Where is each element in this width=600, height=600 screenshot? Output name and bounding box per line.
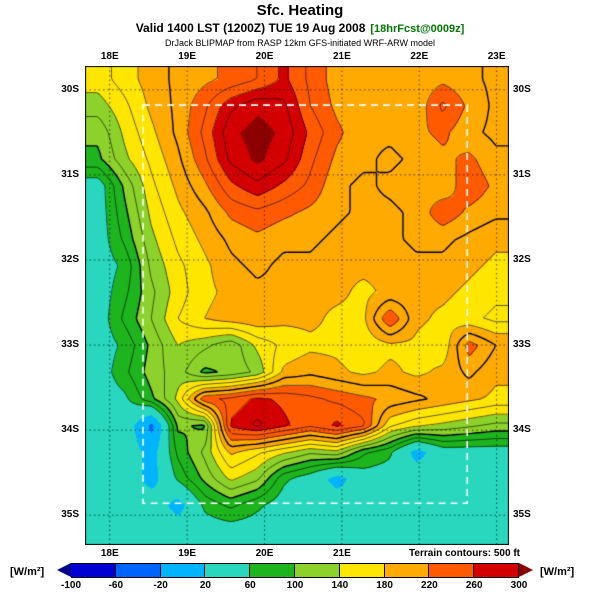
colorbar-tick-label: -60 bbox=[108, 580, 124, 591]
lon-axis-label-bottom: 18E bbox=[100, 548, 119, 559]
lon-axis-label-bottom: 21E bbox=[332, 548, 351, 559]
colorbar-segment bbox=[474, 563, 519, 578]
valid-time-line: Valid 1400 LST (1200Z) TUE 19 Aug 2008 [1… bbox=[0, 21, 600, 35]
lon-axis-label-top: 21E bbox=[332, 51, 351, 62]
colorbar-overflow-arrow bbox=[518, 563, 533, 577]
colorbar-segment bbox=[339, 563, 385, 578]
colorbar bbox=[57, 563, 533, 578]
colorbar-tick-label: 220 bbox=[421, 580, 438, 591]
colorbar-tick-label: 300 bbox=[510, 580, 528, 591]
terrain-contour-note: Terrain contours: 500 ft bbox=[409, 548, 520, 559]
lon-axis-label-bottom: 20E bbox=[255, 548, 274, 559]
lon-axis-label-bottom: 19E bbox=[178, 548, 197, 559]
colorbar-tick-label: 260 bbox=[465, 580, 483, 591]
lat-axis-label-right: 35S bbox=[513, 509, 531, 521]
colorbar-segment bbox=[294, 563, 340, 578]
colorbar-tick-label: 100 bbox=[286, 580, 304, 591]
lat-axis-label-right: 32S bbox=[513, 253, 531, 265]
colorbar-tick-label: -100 bbox=[60, 580, 81, 591]
model-credit-line: DrJack BLIPMAP from RASP 12km GFS-initia… bbox=[164, 38, 436, 48]
lat-axis-label-left: 33S bbox=[61, 339, 79, 351]
valid-time-text: Valid 1400 LST (1200Z) TUE 19 Aug 2008 bbox=[135, 21, 366, 35]
lon-axis-label-top: 23E bbox=[487, 51, 506, 62]
colorbar-segment bbox=[160, 563, 206, 578]
colorbar-segment bbox=[115, 563, 161, 578]
colorbar-segment bbox=[205, 563, 251, 578]
colorbar-tick-label: 20 bbox=[199, 580, 211, 591]
colorbar-segment bbox=[250, 563, 295, 578]
lat-axis-label-left: 32S bbox=[61, 253, 79, 265]
colorbar-tick-label: 60 bbox=[244, 580, 256, 591]
lat-axis-label-left: 31S bbox=[61, 168, 79, 180]
lon-axis-label-top: 19E bbox=[178, 51, 197, 62]
lat-axis-label-right: 33S bbox=[513, 339, 531, 351]
heating-map-canvas bbox=[85, 66, 509, 545]
colorbar-segment bbox=[384, 563, 430, 578]
lon-axis-label-top: 18E bbox=[100, 51, 119, 62]
lon-axis-label-top: 22E bbox=[410, 51, 429, 62]
lat-axis-label-right: 30S bbox=[513, 83, 531, 95]
forecast-tag: [18hrFcst@0009z] bbox=[370, 23, 465, 35]
lat-axis-label-right: 31S bbox=[513, 168, 531, 180]
units-label-right: [W/m²] bbox=[540, 566, 575, 578]
lat-axis-label-left: 34S bbox=[61, 424, 79, 436]
colorbar-tick-label: 140 bbox=[331, 580, 349, 591]
chart-title: Sfc. Heating bbox=[256, 2, 344, 19]
colorbar-tick-label: -20 bbox=[153, 580, 168, 591]
units-label-left: [W/m²] bbox=[10, 566, 45, 578]
colorbar-segment bbox=[429, 563, 475, 578]
colorbar-tick-label: 180 bbox=[376, 580, 393, 591]
lat-axis-label-left: 30S bbox=[61, 83, 79, 95]
lon-axis-label-top: 20E bbox=[255, 51, 274, 62]
colorbar-underflow-arrow bbox=[57, 563, 71, 577]
lat-axis-label-right: 34S bbox=[513, 424, 531, 436]
colorbar-segment bbox=[71, 563, 116, 578]
lat-axis-label-left: 35S bbox=[61, 509, 79, 521]
